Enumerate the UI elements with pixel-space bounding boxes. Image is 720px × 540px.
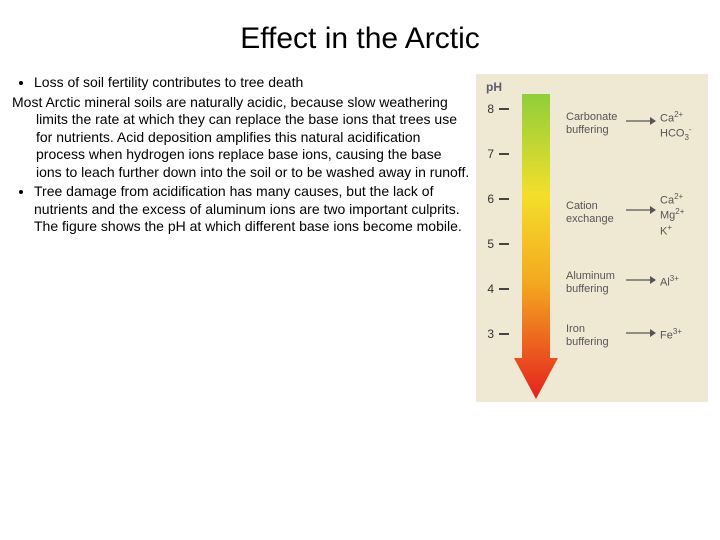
ph-axis: 8 7 6 5 4 3	[484, 102, 510, 352]
tick-8: 8	[484, 102, 510, 116]
bullet-list: Loss of soil fertility contributes to tr…	[12, 74, 470, 92]
tick-5: 5	[484, 237, 510, 251]
text-column: Loss of soil fertility contributes to tr…	[12, 74, 476, 402]
bullet-list-2: Tree damage from acidification has many …	[12, 183, 470, 236]
buffer-iron-label: Ironbuffering	[566, 323, 609, 348]
arrow-icon	[626, 205, 656, 215]
tick-6: 6	[484, 192, 510, 206]
buffer-aluminum-ions: Al3+	[660, 274, 679, 289]
buffer-carbonate-ions: Ca2+HCO3-	[660, 110, 692, 142]
tick-7: 7	[484, 147, 510, 161]
content-row: Loss of soil fertility contributes to tr…	[0, 74, 720, 402]
tick-3: 3	[484, 327, 510, 341]
buffer-iron-ions: Fe3+	[660, 327, 682, 342]
tick-4: 4	[484, 282, 510, 296]
gradient-arrow	[514, 94, 558, 399]
bullet-1: Loss of soil fertility contributes to tr…	[34, 74, 470, 92]
buffer-cation-ions: Ca2+Mg2+K+	[660, 192, 684, 238]
arrow-icon	[626, 275, 656, 285]
arrow-icon	[626, 328, 656, 338]
bullet-2: Tree damage from acidification has many …	[34, 183, 470, 236]
ph-figure: pH 8 7 6 5 4 3 Ca	[476, 74, 708, 402]
ph-axis-label: pH	[486, 80, 502, 94]
buffer-carbonate-label: Carbonatebuffering	[566, 111, 617, 136]
buffer-cation-label: Cationexchange	[566, 200, 614, 225]
arrow-icon	[626, 116, 656, 126]
buffer-aluminum-label: Aluminumbuffering	[566, 270, 615, 295]
page-title: Effect in the Arctic	[0, 0, 720, 74]
paragraph-1: Most Arctic mineral soils are naturally …	[12, 94, 470, 182]
